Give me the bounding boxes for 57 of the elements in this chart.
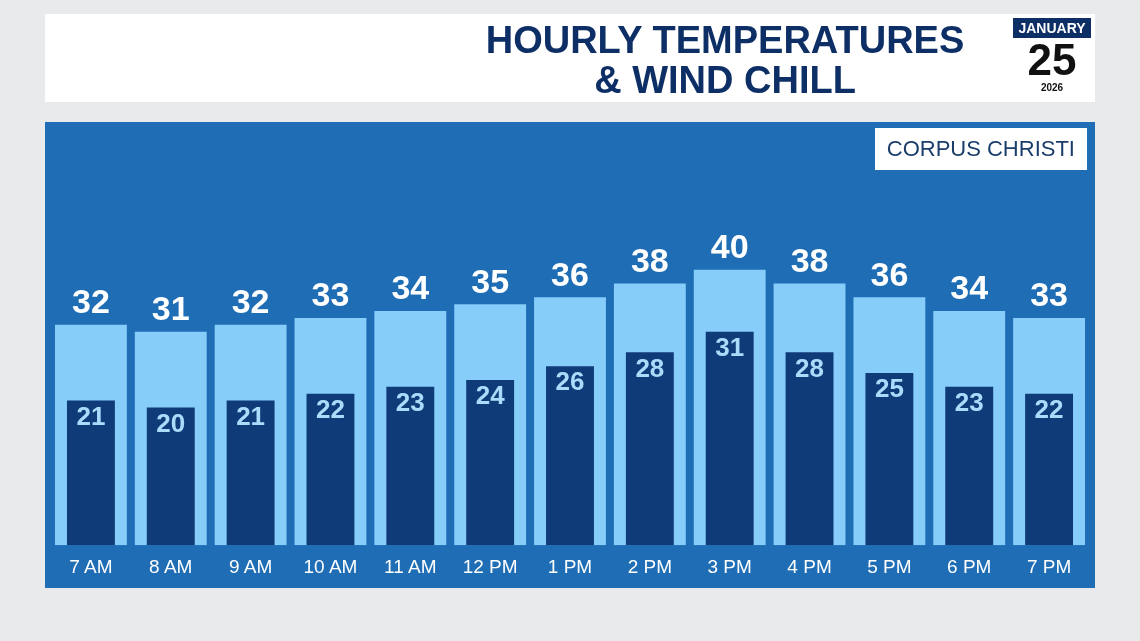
data-label: 40	[710, 227, 749, 266]
bar	[546, 366, 594, 546]
bar	[785, 352, 834, 546]
x-tick-label: 9 AM	[228, 555, 273, 577]
x-tick-label: 6 PM	[947, 555, 992, 577]
bar	[945, 386, 994, 546]
data-label: 38	[630, 240, 669, 279]
data-label: 22	[316, 393, 345, 424]
x-tick-label: 10 AM	[303, 555, 358, 577]
x-tick-label: 4 PM	[787, 555, 832, 577]
bar	[705, 331, 754, 546]
x-tick-label: 5 PM	[867, 555, 912, 577]
x-tick-label: 7 AM	[69, 555, 113, 577]
data-label: 20	[156, 407, 186, 438]
data-label: 34	[391, 268, 430, 307]
x-tick-label: 3 PM	[707, 555, 752, 577]
data-label: 36	[551, 254, 589, 293]
data-label: 36	[870, 254, 909, 293]
data-label: 26	[555, 366, 585, 397]
bar	[146, 407, 195, 546]
bar	[226, 400, 275, 546]
x-tick-label: 1 PM	[547, 555, 593, 577]
data-label: 23	[395, 386, 425, 417]
text: 25	[1026, 35, 1078, 84]
x-tick-label: 2 PM	[627, 555, 673, 577]
data-label: 28	[635, 352, 665, 383]
bar	[306, 393, 355, 546]
chart-title: HOURLY TEMPERATURES & WIND CHILL	[485, 19, 965, 101]
x-tick-label: 7 PM	[1026, 555, 1072, 577]
bar	[66, 400, 115, 546]
text: CORPUS CHRISTI	[874, 128, 1087, 170]
text: JANUARY	[1013, 18, 1091, 38]
data-label: 22	[1034, 393, 1064, 424]
data-label: 21	[236, 400, 266, 431]
x-tick-label: 11 AM	[384, 555, 437, 577]
data-label: 28	[795, 352, 824, 383]
bar	[386, 386, 435, 546]
bar	[865, 373, 914, 546]
data-label: 32	[72, 282, 110, 321]
data-label: 35	[471, 261, 510, 300]
data-label: 38	[790, 240, 829, 279]
x-tick-label: 12 PM	[462, 555, 518, 577]
bar	[625, 352, 674, 546]
bar	[1025, 393, 1074, 546]
data-label: 31	[151, 289, 190, 328]
data-label: 21	[76, 400, 106, 431]
text: 2026	[1039, 82, 1065, 93]
data-label: 23	[954, 386, 984, 417]
data-label: 31	[715, 331, 745, 362]
x-tick-label: 8 AM	[149, 555, 193, 577]
data-label: 32	[231, 282, 270, 321]
data-label: 25	[874, 373, 904, 404]
data-label: 33	[311, 275, 350, 314]
data-label: 34	[950, 268, 989, 307]
bar	[466, 379, 515, 546]
data-label: 24	[475, 380, 506, 411]
data-label: 33	[1030, 275, 1068, 314]
